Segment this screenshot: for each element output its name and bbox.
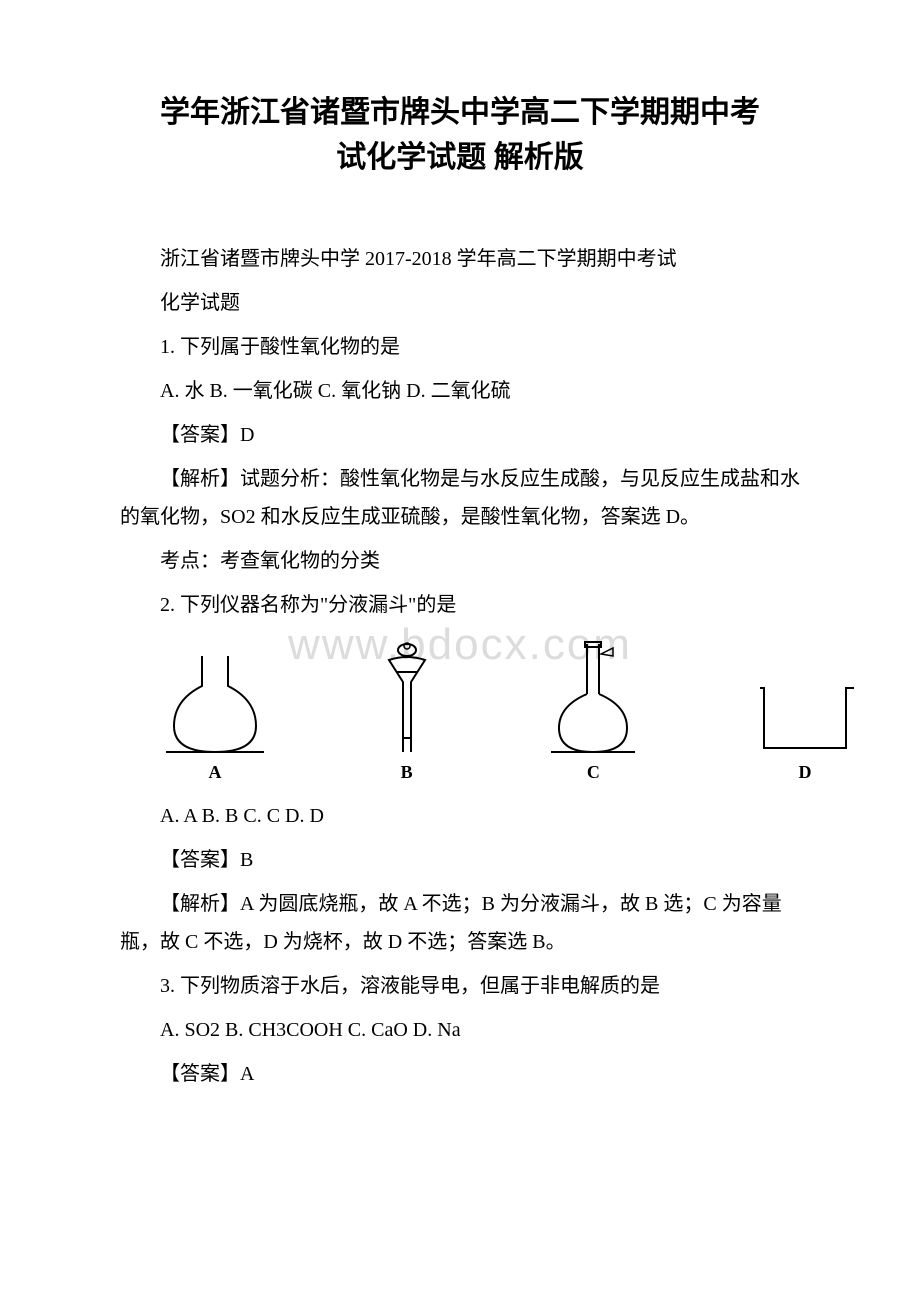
- intro-line-2: 化学试题: [120, 284, 800, 322]
- q2-explanation: 【解析】A 为圆底烧瓶，故 A 不选；B 为分液漏斗，故 B 选；C 为容量瓶，…: [120, 885, 800, 961]
- figure-c-label: C: [587, 762, 600, 783]
- document-title: 学年浙江省诸暨市牌头中学高二下学期期中考 试化学试题 解析版: [120, 90, 800, 180]
- document-body: 学年浙江省诸暨市牌头中学高二下学期期中考 试化学试题 解析版 浙江省诸暨市牌头中…: [120, 90, 800, 1093]
- volumetric-flask-icon: [543, 638, 643, 758]
- figure-b-label: B: [401, 762, 413, 783]
- figure-c: C: [543, 638, 643, 783]
- title-line-2: 试化学试题 解析版: [120, 135, 800, 180]
- figure-a-label: A: [209, 762, 222, 783]
- figure-b: B: [377, 638, 437, 783]
- q1-options: A. 水 B. 一氧化碳 C. 氧化钠 D. 二氧化硫: [120, 372, 800, 410]
- q2-options: A. A B. B C. C D. D: [120, 797, 800, 835]
- q2-figure-row: A B C: [160, 638, 860, 783]
- separating-funnel-icon: [377, 638, 437, 758]
- q1-stem: 1. 下列属于酸性氧化物的是: [120, 328, 800, 366]
- q1-explanation: 【解析】试题分析：酸性氧化物是与水反应生成酸，与见反应生成盐和水的氧化物，SO2…: [120, 460, 800, 536]
- figure-a: A: [160, 648, 270, 783]
- round-bottom-flask-icon: [160, 648, 270, 758]
- q1-point: 考点：考查氧化物的分类: [120, 542, 800, 580]
- beaker-icon: [750, 678, 860, 758]
- title-line-1: 学年浙江省诸暨市牌头中学高二下学期期中考: [120, 90, 800, 135]
- q3-answer: 【答案】A: [120, 1055, 800, 1093]
- q2-stem: 2. 下列仪器名称为"分液漏斗"的是: [120, 586, 800, 624]
- intro-line-1: 浙江省诸暨市牌头中学 2017-2018 学年高二下学期期中考试: [120, 240, 800, 278]
- q1-answer: 【答案】D: [120, 416, 800, 454]
- q3-options: A. SO2 B. CH3COOH C. CaO D. Na: [120, 1011, 800, 1049]
- figure-d-label: D: [798, 762, 811, 783]
- q3-stem: 3. 下列物质溶于水后，溶液能导电，但属于非电解质的是: [120, 967, 800, 1005]
- figure-d: D: [750, 678, 860, 783]
- q2-answer: 【答案】B: [120, 841, 800, 879]
